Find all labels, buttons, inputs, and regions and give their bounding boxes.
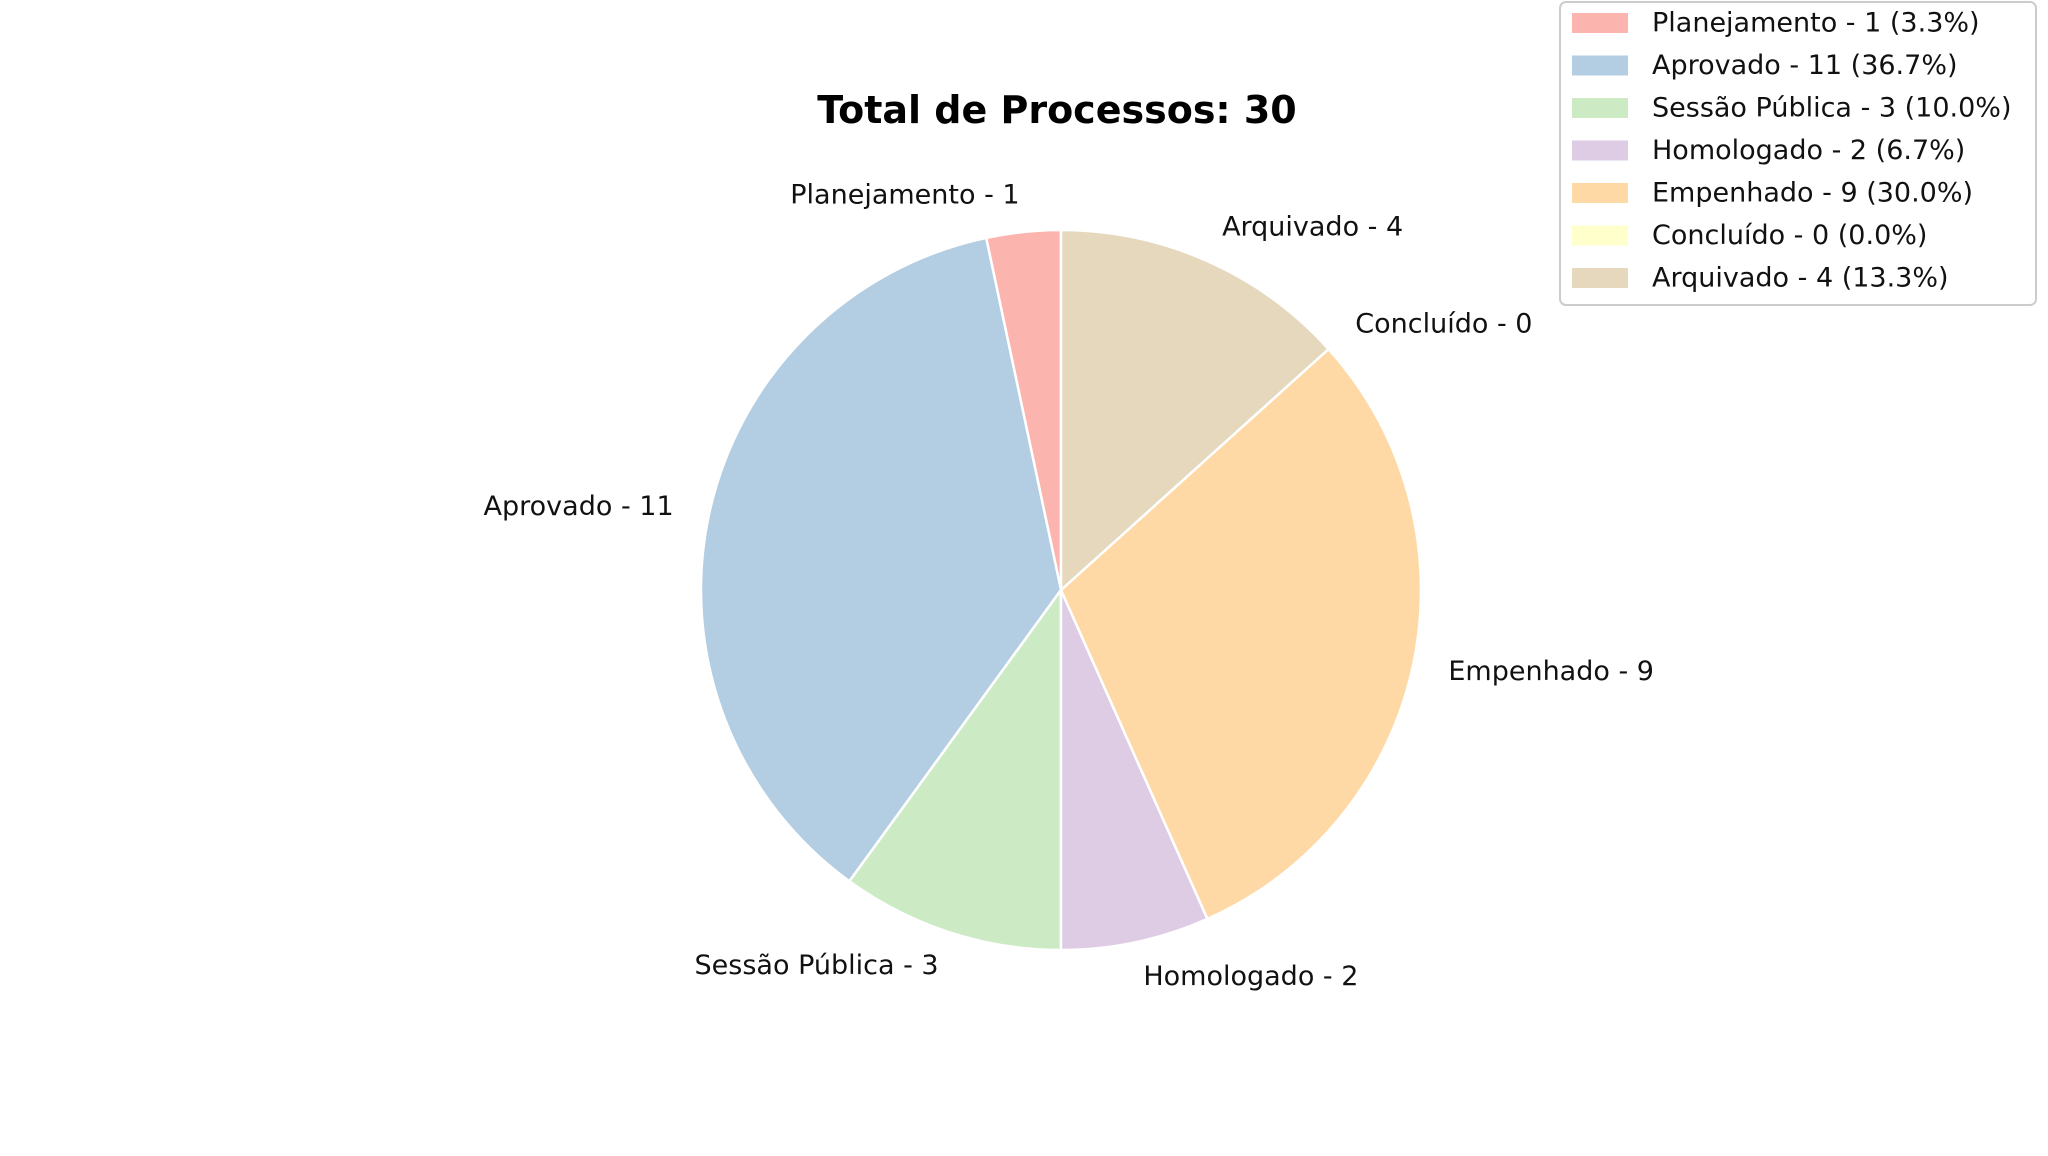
legend-label-planejamento: Planejamento - 1 (3.3%) bbox=[1652, 8, 1980, 39]
slice-label-sessao-publica: Sessão Pública - 3 bbox=[695, 950, 939, 981]
legend-swatch-concluido bbox=[1572, 226, 1628, 246]
legend-swatch-sessao-publica bbox=[1572, 98, 1628, 118]
legend-label-arquivado: Arquivado - 4 (13.3%) bbox=[1652, 263, 1949, 294]
slice-label-planejamento: Planejamento - 1 bbox=[790, 180, 1019, 211]
slice-label-empenhado: Empenhado - 9 bbox=[1448, 656, 1654, 687]
chart-title: Total de Processos: 30 bbox=[817, 88, 1297, 132]
legend-swatch-aprovado bbox=[1572, 56, 1628, 76]
legend-swatch-planejamento bbox=[1572, 13, 1628, 33]
pie-slices bbox=[701, 230, 1421, 950]
legend-label-sessao-publica: Sessão Pública - 3 (10.0%) bbox=[1652, 93, 2012, 124]
legend-label-homologado: Homologado - 2 (6.7%) bbox=[1652, 135, 1965, 166]
legend: Planejamento - 1 (3.3%) Aprovado - 11 (36… bbox=[1560, 2, 2036, 305]
slice-label-aprovado: Aprovado - 11 bbox=[484, 491, 674, 522]
legend-label-empenhado: Empenhado - 9 (30.0%) bbox=[1652, 178, 1973, 209]
legend-label-aprovado: Aprovado - 11 (36.7%) bbox=[1652, 50, 1958, 81]
legend-swatch-homologado bbox=[1572, 141, 1628, 161]
legend-swatch-arquivado bbox=[1572, 268, 1628, 288]
legend-swatch-empenhado bbox=[1572, 183, 1628, 203]
legend-label-concluido: Concluído - 0 (0.0%) bbox=[1652, 220, 1927, 251]
slice-label-arquivado: Arquivado - 4 bbox=[1222, 212, 1403, 243]
slice-label-concluido: Concluído - 0 bbox=[1355, 309, 1532, 340]
slice-label-homologado: Homologado - 2 bbox=[1143, 961, 1358, 992]
